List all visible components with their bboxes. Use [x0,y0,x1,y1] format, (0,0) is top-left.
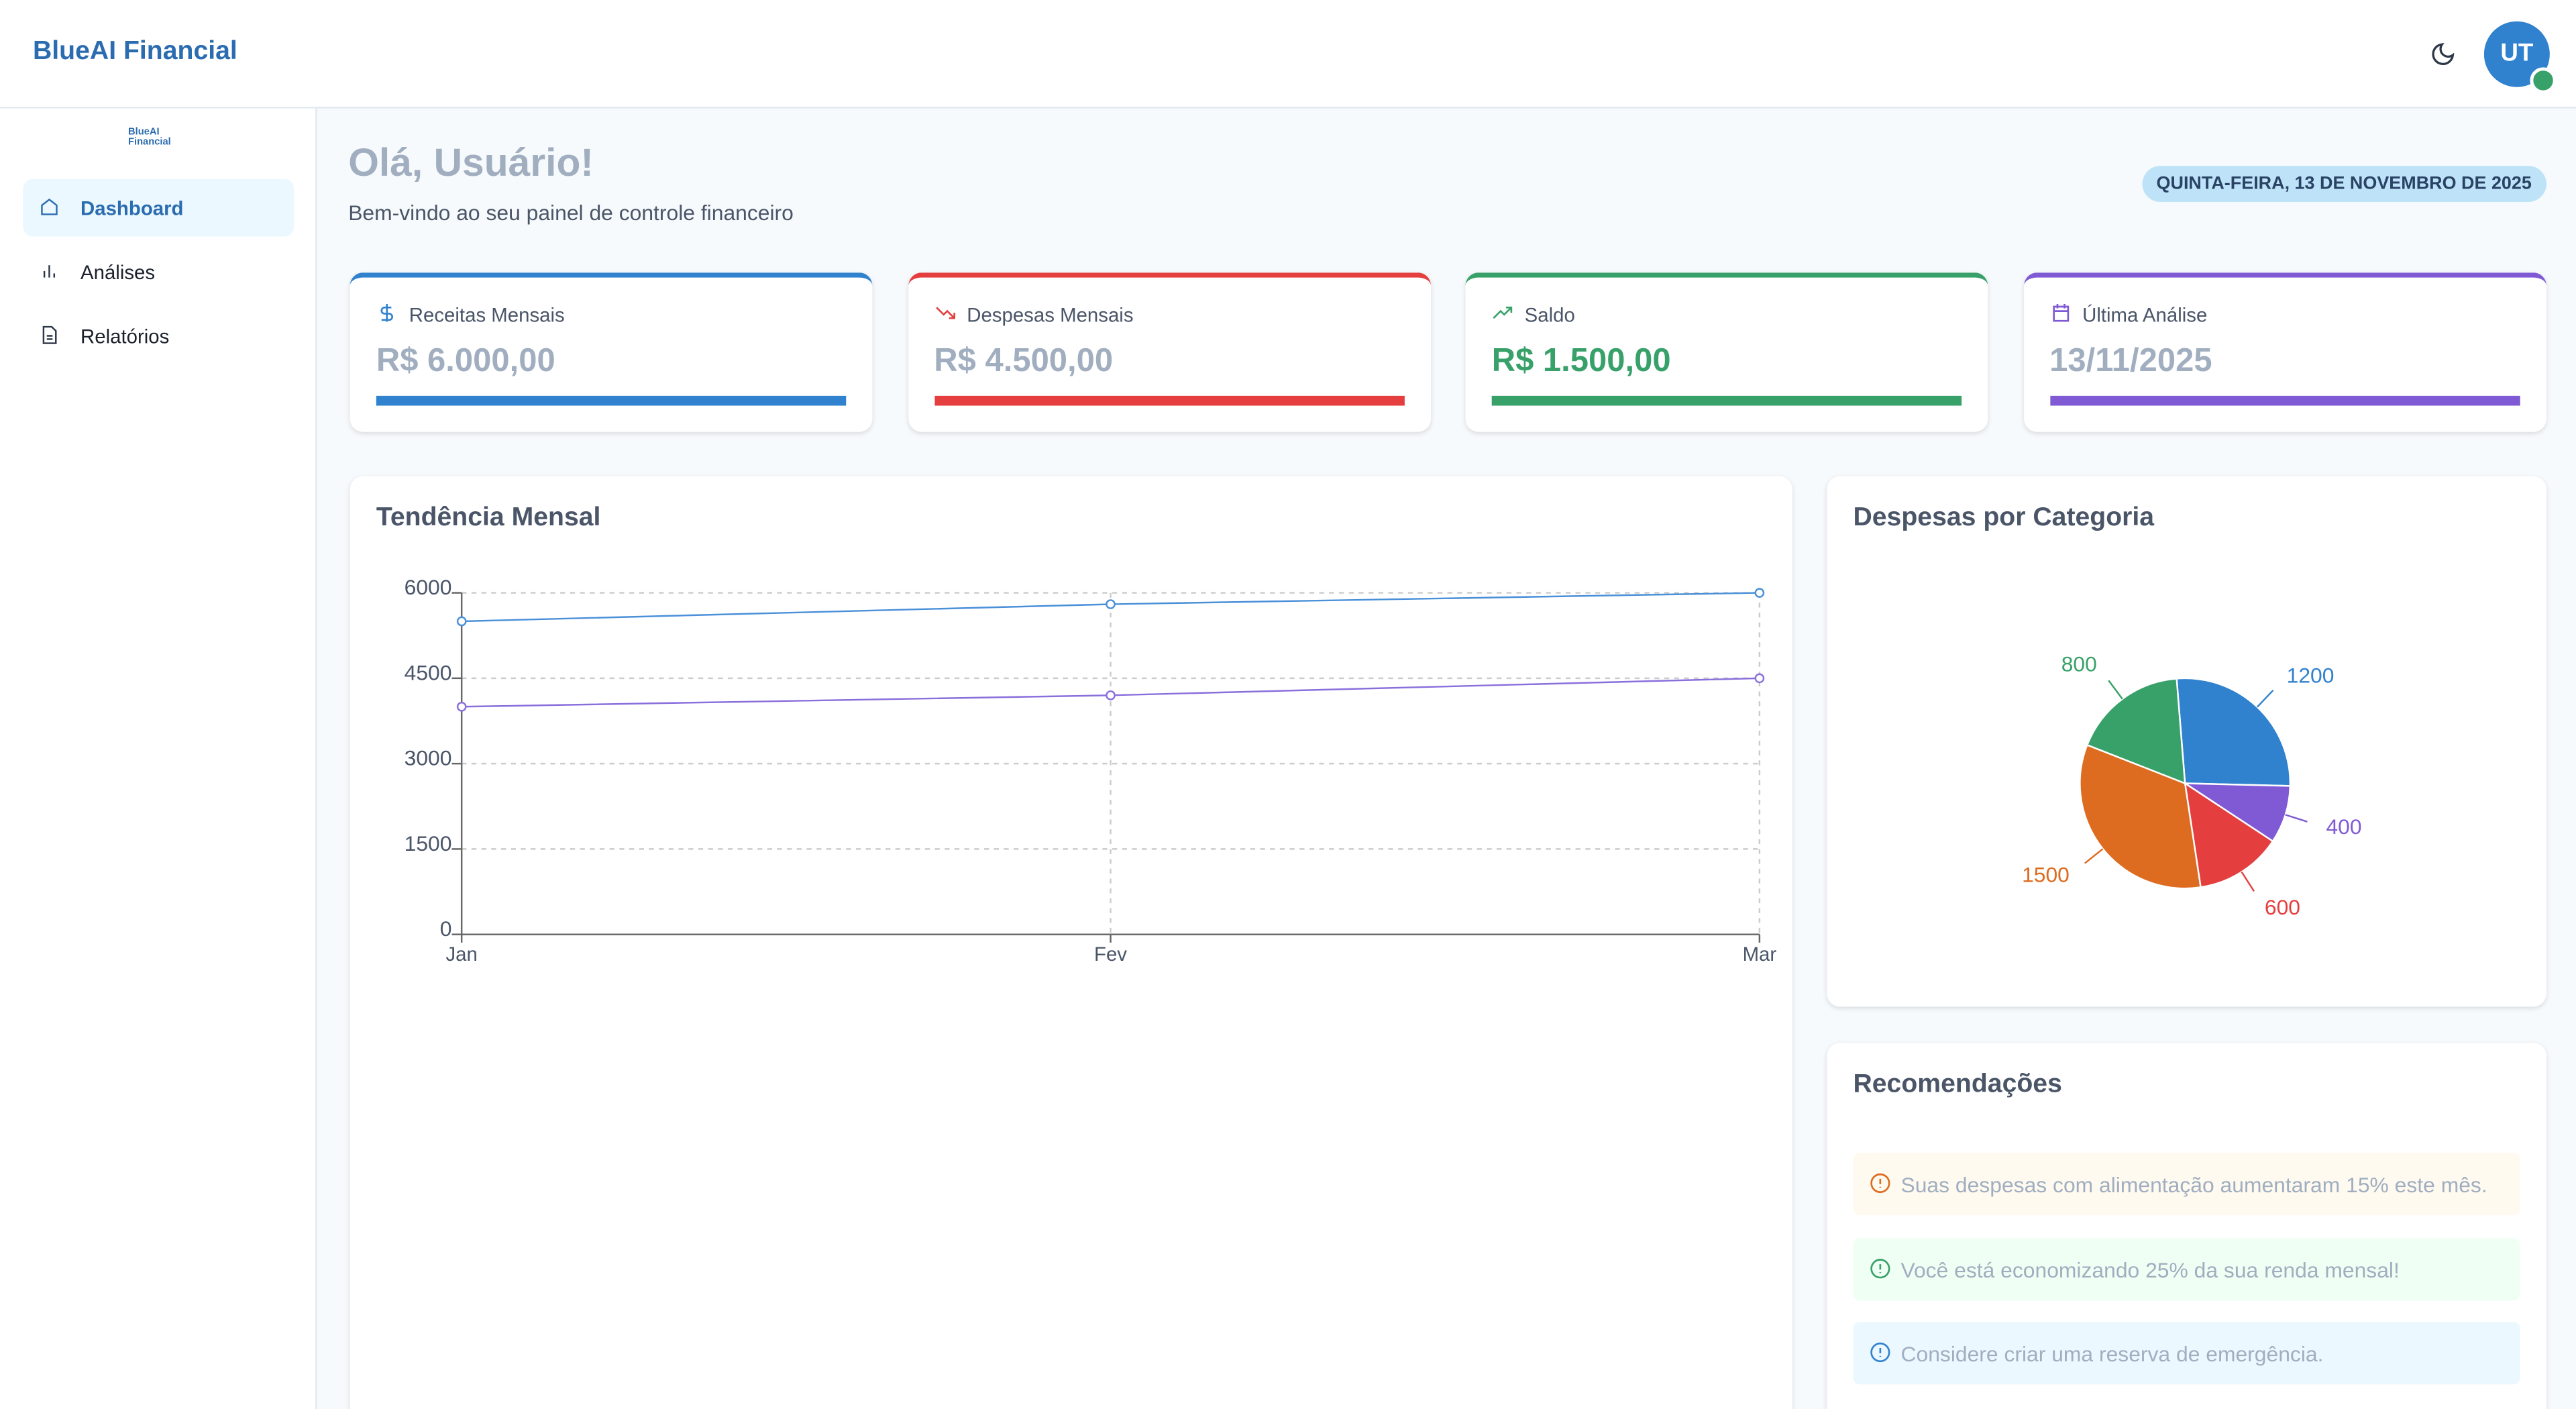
top-bar: BlueAI Financial UT [0,0,2576,109]
x-tick-label: Jan [445,943,477,966]
card-icon [934,307,955,319]
recommendations-panel: Recomendações Suas despesas com alimenta… [1827,1043,2546,1409]
card-icon [380,304,393,322]
icon-path [2052,304,2068,322]
y-tick-label: 4500 [405,660,452,684]
pie-label: 1200 [2287,663,2334,687]
nav-item[interactable]: Análises [23,243,294,301]
summary-card: Última Análise 13/11/2025 [2023,272,2546,432]
y-tick-label: 6000 [405,575,452,599]
theme-toggle[interactable] [2430,41,2456,67]
logo: BlueAI Financial [128,127,171,148]
point [1106,599,1116,609]
card-bar [1491,395,1962,406]
pie-slice [2184,781,2274,888]
pie-label: 1500 [2022,863,2070,887]
pie-label: 600 [2265,895,2300,919]
point [1754,588,1765,598]
y-tick-label: 3000 [405,746,452,770]
brand[interactable]: BlueAI Financial [32,38,237,66]
icon-path [380,304,393,322]
line-chart: 0 1500 3000 4500 6000 Jan Fev Mar [405,575,1777,966]
recommendations-title: Recomendações [1853,1070,2062,1099]
date-badge: QUINTA-FEIRA, 13 DE NOVEMBRO DE 2025 [2141,166,2546,203]
icon-circle [1870,1257,1890,1278]
sidebar: BlueAI Financial Dashboard Análises Rela… [0,108,317,1409]
pie-chart: 1200 400 600 1500 800 [2022,651,2361,919]
summary-card: Despesas Mensais R$ 4.500,00 [908,272,1430,432]
card-icon [2052,304,2068,322]
icon [43,265,56,278]
card-label: Despesas Mensais [967,303,1134,327]
card-bar [376,395,847,406]
point [1106,690,1116,700]
rec-text: Você está economizando 25% da sua renda … [1900,1257,2400,1282]
nav-label: Relatórios [80,325,170,348]
icon [41,198,58,215]
card-value: 13/11/2025 [2049,343,2212,380]
icon-path [1493,306,1513,319]
icon-circle [1870,1343,1890,1363]
leader-line [2084,848,2104,864]
x-tick-label: Fev [1094,943,1127,966]
icon-path [934,307,955,319]
y-tick-label: 0 [440,917,452,941]
x-tick-label: Mar [1743,943,1777,966]
rec-icon [1870,1173,1890,1194]
pie-slice [2182,782,2292,843]
chart-title: Tendência Mensal [376,504,601,533]
card-bar [934,395,1404,406]
leader-line [2241,871,2255,892]
card-value: R$ 6.000,00 [376,343,555,380]
card-bar [2049,395,2520,406]
pie-label: 400 [2326,815,2361,839]
rec-icon [1870,1257,1890,1278]
point [456,701,467,712]
card-icon [1493,306,1513,319]
nav-label: Análises [80,261,156,284]
leader-line [2257,689,2274,708]
card-label: Receitas Mensais [409,303,565,327]
leader-line [2285,814,2308,823]
recommendation: Você está economizando 25% da sua renda … [1853,1237,2520,1300]
summary-card: Saldo R$ 1.500,00 [1465,272,1988,432]
trend-panel: Tendência Mensal 0 1500 3000 4500 6000 Jan Fev… [350,476,1792,1409]
icon-circle [1870,1173,1890,1194]
greeting-subtitle: Bem-vindo ao seu painel de controle fina… [348,200,794,225]
pie-slice [2086,678,2186,785]
recommendation: Suas despesas com alimentação aumentaram… [1853,1153,2520,1216]
nav-item[interactable]: Relatórios [23,307,294,365]
recommendation: Considere criar uma reserva de emergênci… [1853,1322,2520,1385]
rec-icon [1870,1343,1890,1363]
pie-slice [2176,677,2292,787]
card-value: R$ 4.500,00 [934,343,1114,380]
leader-line [2108,680,2123,700]
summary-card: Receitas Mensais R$ 6.000,00 [350,272,873,432]
card-label: Última Análise [2082,303,2208,327]
nav-label: Dashboard [80,197,184,220]
card-label: Saldo [1524,303,1575,327]
rec-text: Considere criar uma reserva de emergênci… [1900,1341,2324,1367]
y-tick-label: 1500 [405,831,452,855]
nav-item[interactable]: Dashboard [23,178,294,237]
greeting-title: Olá, Usuário! [348,141,594,186]
pie-panel: Despesas por Categoria 1200 400 600 1500 800 [1827,476,2546,1007]
avatar[interactable]: UT [2483,21,2550,87]
card-value: R$ 1.500,00 [1491,343,1671,380]
status-dot [2530,67,2557,94]
chart-title: Despesas por Categoria [1853,504,2155,533]
pie-label: 800 [2061,651,2097,676]
point [456,616,467,627]
point [1754,673,1765,684]
icon [42,325,57,344]
pie-slice [2079,743,2202,890]
rec-text: Suas despesas com alimentação aumentaram… [1900,1172,2487,1198]
